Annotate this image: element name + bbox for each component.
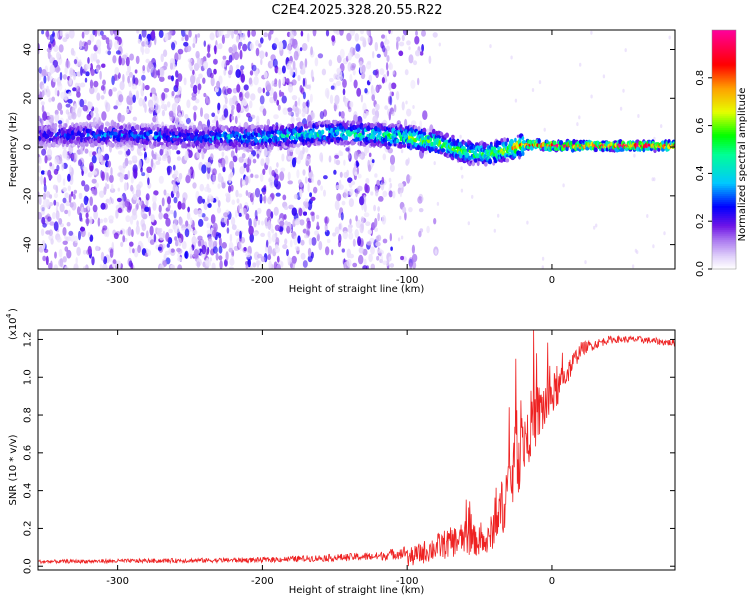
colorbar-tick-label: 0.4 [695, 165, 706, 181]
x-axis-label: Height of straight line (km) [289, 284, 425, 295]
colorbar: 0.0 0.2 0.4 0.6 0.8 Normalized spectral ampli… [695, 29, 748, 277]
x-axis-label: Height of straight line (km) [289, 585, 425, 596]
y-tick-label: 0.4 [23, 483, 34, 499]
colorbar-frame [711, 29, 737, 270]
snr-series-line [38, 330, 675, 567]
y-tick-label: 0.8 [23, 407, 34, 423]
snr-panel: -300 -200 -100 0 0.0 0.2 0.4 0.6 0.8 1.0 1.2 Height… [5, 308, 676, 596]
y-multiplier-base: (x10 [8, 317, 19, 340]
x-tick-label: 0 [549, 275, 555, 286]
x-tick-label: -300 [106, 275, 129, 286]
x-tick-label: -200 [251, 275, 274, 286]
x-tick-label: -100 [396, 275, 419, 286]
y-tick-label: 1.2 [23, 331, 34, 347]
y-multiplier-exponent: 4 [5, 313, 13, 318]
snr-frame [37, 329, 676, 571]
y-tick-label: 20 [23, 92, 34, 105]
x-tick-label: -300 [106, 576, 129, 587]
y-tick-label: 0.2 [23, 520, 34, 536]
colorbar-tick-label: 0.0 [695, 261, 706, 277]
colorbar-tick-label: 0.6 [695, 118, 706, 134]
y-tick-label: 0.6 [23, 445, 34, 461]
colorbar-tick-label: 0.8 [695, 70, 706, 86]
x-tick-label: -200 [251, 576, 274, 587]
chart-title: C2E4.2025.328.20.55.R22 [271, 3, 442, 18]
spectrogram-frame [37, 29, 676, 270]
spectrogram-plot-area [38, 30, 675, 269]
colorbar-label: Normalized spectral amplitude [737, 88, 748, 242]
x-tick-label: 0 [549, 576, 555, 587]
y-tick-label: -40 [23, 236, 34, 252]
y-tick-label: 0.0 [23, 558, 34, 574]
colorbar-tick-label: 0.2 [695, 213, 706, 229]
y-multiplier-close: ) [8, 308, 19, 312]
y-tick-label: 0 [23, 144, 34, 150]
signal-ridge [38, 119, 675, 167]
y-tick-label: 40 [23, 43, 34, 56]
x-tick-label: -100 [396, 576, 419, 587]
y-axis-label: Frequency (Hz) [8, 112, 19, 188]
y-tick-label: -20 [23, 188, 34, 204]
y-axis-label: SNR (10 * v/v) [8, 434, 19, 505]
y-tick-label: 1.0 [23, 369, 34, 385]
